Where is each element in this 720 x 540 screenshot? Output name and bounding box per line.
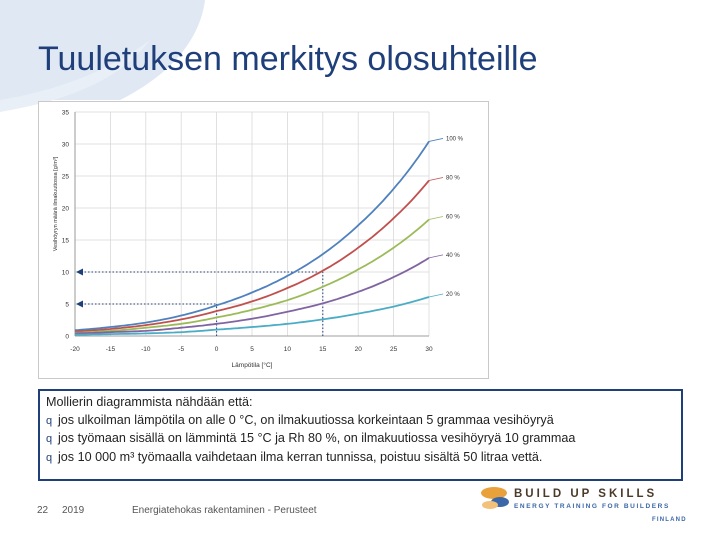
bullet-item: q jos ulkoilman lämpötila on alle 0 °C, o… xyxy=(46,412,675,431)
logo-country: FINLAND xyxy=(652,517,687,523)
series-label-leader xyxy=(428,138,444,142)
y-tick-label: 25 xyxy=(62,174,70,181)
series-label: 20 % xyxy=(446,292,460,298)
series-label: 80 % xyxy=(446,175,460,181)
series-line-4 xyxy=(74,257,430,335)
explanation-intro: Mollierin diagrammista nähdään että: xyxy=(46,395,253,409)
series-label: 60 % xyxy=(446,215,460,221)
footer-year: 2019 xyxy=(62,505,85,516)
series-line-5 xyxy=(75,296,430,336)
bullet-icon: q xyxy=(46,433,53,445)
annotation-arrow xyxy=(76,300,83,308)
series-line-3 xyxy=(74,218,430,334)
bullet-text-3: jos 10 000 m³ työmaalla vaihdetaan ilma … xyxy=(58,449,543,464)
y-tick-label: 10 xyxy=(62,270,70,277)
logo-icon xyxy=(481,487,509,509)
bullet-icon: q xyxy=(46,414,53,427)
x-tick-label: 10 xyxy=(284,346,292,353)
series-label-leader xyxy=(428,177,444,181)
page-number: 22 xyxy=(37,505,49,516)
x-tick-label: 0 xyxy=(215,346,219,353)
series-label: 100 % xyxy=(446,136,464,142)
series-label: 40 % xyxy=(446,253,460,259)
series-label-leader xyxy=(428,216,444,220)
chart-svg: -20 -15 -10 -5 0 5 10 15 20 25 30 0 5 10 15 20 25 30 35 Läm… xyxy=(53,110,464,370)
annotation-arrow xyxy=(76,268,83,276)
bullet-text-2: jos työmaan sisällä on lämmintä 15 °C ja… xyxy=(58,431,576,445)
y-tick-label: 0 xyxy=(65,334,69,341)
x-tick-label: 25 xyxy=(390,346,398,353)
series-line-2 xyxy=(74,179,430,333)
bullet-icon: q xyxy=(46,451,53,464)
y-tick-label: 5 xyxy=(65,302,69,309)
y-axis-label: Vesihöyryn määrä ilmakuutiossa [g/m³] xyxy=(53,156,59,251)
x-tick-label: -20 xyxy=(70,346,80,353)
logo-text: BUILD UP SKILLS xyxy=(514,488,658,500)
series-label-leader xyxy=(428,254,444,259)
explanation-box: Mollierin diagrammista nähdään että: q jo… xyxy=(38,389,683,481)
x-tick-label: 20 xyxy=(355,346,363,353)
x-tick-label: -10 xyxy=(141,346,151,353)
page-title: Tuuletuksen merkitys olosuhteille xyxy=(38,40,538,78)
y-tick-label: 20 xyxy=(62,206,70,213)
series-label-leader xyxy=(428,293,444,298)
build-up-skills-logo: BUILD UP SKILLS ENERGY TRAINING FOR BUIL… xyxy=(474,481,694,529)
mollier-chart: -20 -15 -10 -5 0 5 10 15 20 25 30 0 5 10 15 20 25 30 35 Läm… xyxy=(38,101,489,379)
x-tick-label: 30 xyxy=(425,346,433,353)
y-tick-label: 15 xyxy=(62,238,70,245)
bullet-item: q jos 10 000 m³ työmaalla vaihdetaan ilma… xyxy=(46,449,675,468)
x-tick-label: -15 xyxy=(106,346,116,353)
x-tick-label: 5 xyxy=(250,346,254,353)
footer-course: Energiatehokas rakentaminen - Perusteet xyxy=(132,505,317,516)
x-tick-label: -5 xyxy=(178,346,184,353)
y-tick-label: 35 xyxy=(62,110,70,117)
bullet-text-1: jos ulkoilman lämpötila on alle 0 °C, on… xyxy=(58,412,554,427)
series-line-1 xyxy=(74,140,430,332)
y-tick-label: 30 xyxy=(62,142,70,149)
logo-subtext: ENERGY TRAINING FOR BUILDERS xyxy=(514,503,670,510)
x-tick-label: 15 xyxy=(319,346,327,353)
bullet-item: q jos työmaan sisällä on lämmintä 15 °C j… xyxy=(46,430,675,449)
x-axis-label: Lämpötila [°C] xyxy=(232,361,273,369)
